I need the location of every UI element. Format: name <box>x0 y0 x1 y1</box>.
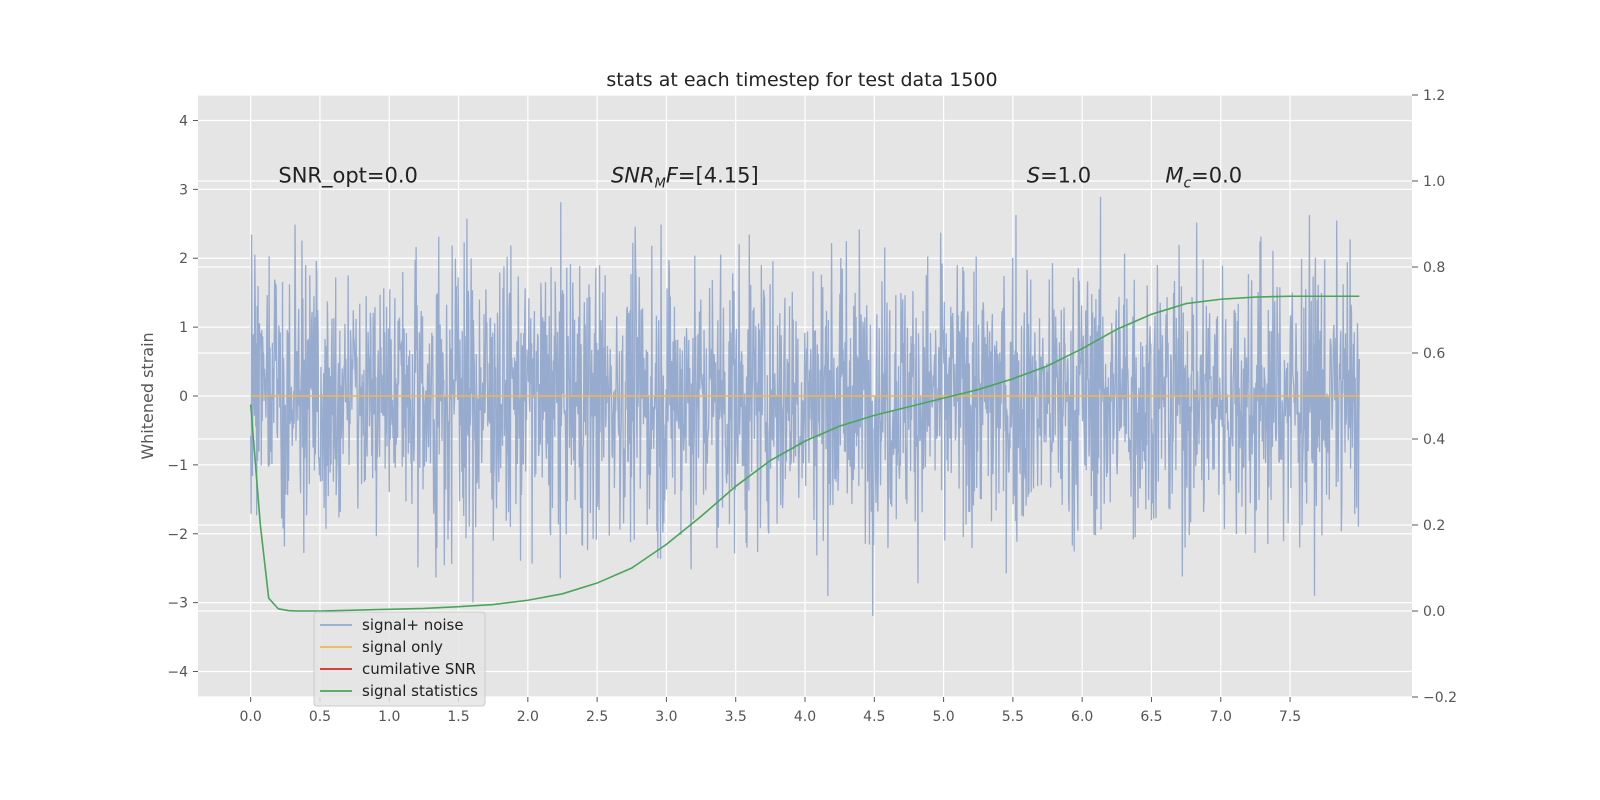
annotation: SNR_opt=0.0 <box>278 163 418 188</box>
y2-tick-label: 1.2 <box>1423 88 1445 104</box>
y-tick-label: −1 <box>167 458 188 474</box>
x-axis: 0.0 0.5 1.0 1.5 2.0 2.5 3.0 3.5 4.0 4.5 5.0 5.5 6.0 6… <box>240 697 1301 725</box>
x-tick-label: 3.0 <box>655 709 677 725</box>
y-tick-label: 2 <box>179 251 188 267</box>
y2-tick-label: 1.0 <box>1423 174 1445 190</box>
signal-noise-series <box>250 196 1360 617</box>
x-tick-label: 7.5 <box>1279 709 1301 725</box>
y2-tick-label: 0.0 <box>1423 604 1445 620</box>
legend-label: signal only <box>362 638 443 656</box>
y2-axis: −0.2 0.0 0.2 0.4 0.6 0.8 1.0 1.2 <box>1412 88 1457 706</box>
legend-box <box>313 611 486 707</box>
x-tick-label: 2.0 <box>517 709 539 725</box>
line-series <box>249 295 1360 612</box>
y-tick-label: 1 <box>179 320 188 336</box>
y-axis: −4 −3 −2 −1 0 1 2 3 4 <box>167 113 198 681</box>
x-tick-label: 6.5 <box>1140 709 1162 725</box>
annotation: SNRMF=[4.15] <box>611 163 759 191</box>
x-tick-label: 6.0 <box>1071 709 1093 725</box>
y2-tick-label: 0.2 <box>1423 518 1445 534</box>
y-tick-label: 3 <box>179 182 188 198</box>
annotation: Mc=0.0 <box>1165 163 1242 191</box>
y2-tick-label: 0.8 <box>1423 260 1445 276</box>
y-axis-label: Whitened strain <box>138 332 157 459</box>
y-tick-label: 4 <box>179 113 188 129</box>
legend-label: cumilative SNR <box>362 660 476 678</box>
y-tick-label: −4 <box>167 665 188 681</box>
x-tick-label: 0.0 <box>240 709 262 725</box>
x-tick-label: 7.0 <box>1210 709 1232 725</box>
x-tick-label: 2.5 <box>586 709 608 725</box>
x-tick-label: 4.5 <box>863 709 885 725</box>
y-tick-label: −3 <box>167 596 188 612</box>
series-line-3 <box>249 295 1360 612</box>
y2-tick-label: −0.2 <box>1423 690 1457 706</box>
y-tick-label: 0 <box>179 389 188 405</box>
x-tick-label: 5.0 <box>932 709 954 725</box>
legend: signal+ noise signal only cumilative SNR si… <box>313 611 486 707</box>
x-tick-label: 3.5 <box>725 709 747 725</box>
x-tick-label: 1.0 <box>378 709 400 725</box>
legend-label: signal+ noise <box>362 616 464 634</box>
x-tick-label: 5.5 <box>1002 709 1024 725</box>
x-tick-label: 1.5 <box>447 709 469 725</box>
y2-tick-label: 0.6 <box>1423 346 1445 362</box>
x-tick-label: 0.5 <box>309 709 331 725</box>
y-tick-label: −2 <box>167 527 188 543</box>
annotation: S=1.0 <box>1027 163 1091 187</box>
x-tick-label: 4.0 <box>794 709 816 725</box>
annotations: SNR_opt=0.0 SNRMF=[4.15] S=1.0 Mc=0.0 <box>278 163 1242 191</box>
legend-label: signal statistics <box>362 682 478 700</box>
chart-title: stats at each timestep for test data 150… <box>606 69 997 91</box>
signal-noise-line <box>250 196 1360 617</box>
y2-tick-label: 0.4 <box>1423 432 1445 448</box>
